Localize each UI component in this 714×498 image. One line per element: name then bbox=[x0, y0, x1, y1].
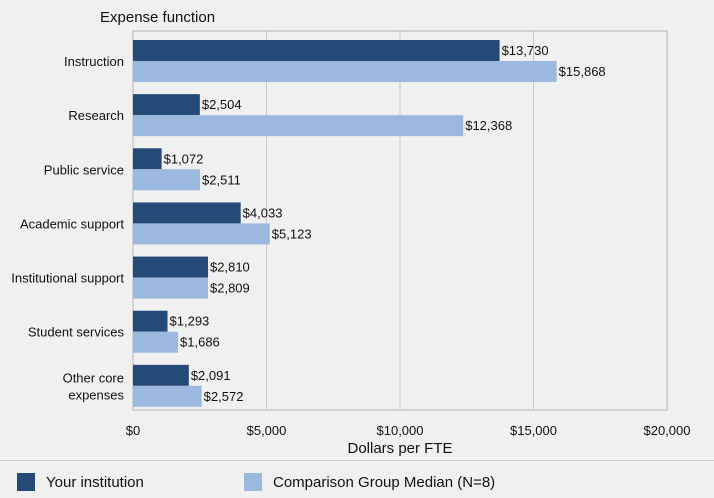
category-label: Student services bbox=[28, 325, 125, 340]
data-labels: $13,730 $15,868 $2,504 $12,368 $1,072 $2,511 $… bbox=[164, 43, 606, 404]
x-tick-label: $0 bbox=[126, 423, 140, 438]
legend-swatch-your-institution bbox=[17, 473, 35, 491]
bar-comparison-median bbox=[133, 331, 179, 353]
category-label: Instruction bbox=[64, 54, 124, 69]
bar-comparison-median bbox=[133, 223, 270, 245]
bar-value-label: $15,868 bbox=[559, 64, 606, 79]
category-label: Institutional support bbox=[11, 271, 124, 286]
legend-label-your-institution: Your institution bbox=[46, 473, 144, 491]
bar-your-institution bbox=[133, 40, 500, 61]
bar-comparison-median bbox=[133, 115, 464, 137]
gridlines bbox=[266, 31, 534, 410]
category-axis-title: Expense function bbox=[100, 9, 215, 26]
x-tick-label: $10,000 bbox=[377, 423, 424, 438]
bar-value-label: $2,572 bbox=[204, 389, 244, 404]
bar-value-label: $2,091 bbox=[191, 368, 231, 383]
bar-value-label: $1,293 bbox=[170, 314, 210, 329]
bar-your-institution bbox=[133, 310, 168, 332]
category-label: Other core bbox=[63, 370, 124, 385]
bar-value-label: $1,072 bbox=[164, 151, 204, 166]
x-tick-label: $5,000 bbox=[247, 423, 287, 438]
bar-your-institution bbox=[133, 202, 241, 224]
x-axis-label: Dollars per FTE bbox=[347, 440, 452, 457]
bar-value-label: $2,504 bbox=[202, 97, 242, 112]
bar-value-label: $2,511 bbox=[202, 172, 241, 187]
bar-chart: Expense function $13,730 $15,868 $2,504 $12… bbox=[11, 9, 691, 457]
legend-label-comparison-median: Comparison Group Median (N=8) bbox=[273, 473, 496, 491]
category-label: Research bbox=[68, 108, 124, 123]
bar-your-institution bbox=[133, 256, 209, 278]
bar-value-label: $5,123 bbox=[272, 226, 312, 241]
x-tick-labels: $0 $5,000 $10,000 $15,000 $20,000 bbox=[126, 423, 691, 438]
bar-comparison-median bbox=[133, 385, 202, 407]
category-label: Academic support bbox=[20, 216, 124, 231]
bar-value-label: $13,730 bbox=[502, 43, 549, 58]
bar-your-institution bbox=[133, 94, 200, 116]
legend-item-comparison-median: Comparison Group Median (N=8) bbox=[244, 473, 495, 491]
x-tick-label: $20,000 bbox=[644, 423, 691, 438]
legend: Your institution Comparison Group Median… bbox=[0, 460, 714, 498]
category-label: expenses bbox=[68, 387, 124, 402]
bar-value-label: $12,368 bbox=[465, 118, 512, 133]
bar-comparison-median bbox=[133, 277, 209, 299]
bar-your-institution bbox=[133, 364, 189, 386]
bar-value-label: $4,033 bbox=[243, 205, 283, 220]
legend-swatch-comparison-median bbox=[244, 473, 262, 491]
category-label: Public service bbox=[44, 162, 124, 177]
category-labels: Instruction Research Public service Academi… bbox=[11, 54, 124, 402]
bar-value-label: $2,809 bbox=[210, 281, 250, 296]
x-tick-label: $15,000 bbox=[510, 423, 557, 438]
bar-value-label: $2,810 bbox=[210, 260, 250, 275]
bar-value-label: $1,686 bbox=[180, 335, 220, 350]
bar-comparison-median bbox=[133, 169, 201, 191]
bar-your-institution bbox=[133, 148, 162, 170]
bars bbox=[133, 40, 557, 407]
bar-comparison-median bbox=[133, 61, 557, 82]
legend-item-your-institution: Your institution bbox=[17, 473, 144, 491]
